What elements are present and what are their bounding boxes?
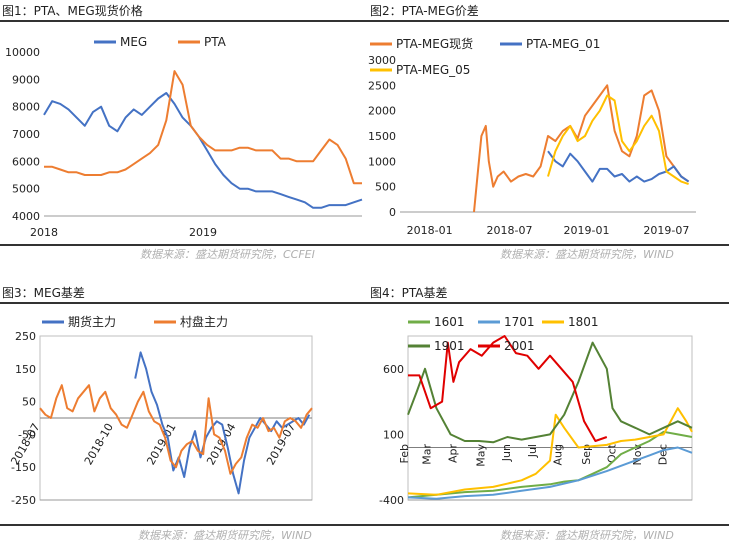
y-tick-label: 7000 [12,128,40,141]
panel-3-title: 图3：MEG基差 [2,286,85,300]
y-tick-label: 5000 [12,183,40,196]
y-tick-label: 10000 [5,46,40,59]
panel-1-title: 图1：PTA、MEG现货价格 [2,4,143,18]
y-tick-label: 100 [383,428,404,441]
panel-2-source: 数据来源：盛达期货研究院，WIND [500,248,674,261]
series-line [407,407,693,496]
panel-1-rule [0,20,366,22]
legend-label: 2001 [504,339,535,353]
x-tick-label: 2019 [189,226,217,239]
series-line [473,84,690,213]
x-tick-label: Feb [398,444,411,463]
panel-1-source: 数据来源：盛达期货研究院，CCFEI [140,248,315,261]
y-tick-label: 3000 [368,54,396,67]
y-tick-label: 2500 [368,79,396,92]
legend-label: 1901 [434,339,465,353]
legend-label: MEG [120,35,147,49]
series-line [44,70,362,185]
chart-1: 10000 9000 8000 7000 6000 5000 4000 2018 2019 MEG… [5,35,363,239]
panel-2-rule [366,20,729,22]
x-tick-label: 2018-01 [407,224,453,237]
y-tick-label: 1000 [368,155,396,168]
y-tick-label: 4000 [12,210,40,223]
series-line [547,94,689,186]
y-tick-label: -250 [11,494,36,507]
y-tick-label: 500 [375,181,396,194]
panel-3-source: 数据来源：盛达期货研究院，WIND [138,529,312,542]
x-tick-label: 2019-07 [643,224,689,237]
x-tick-label: 2019-01 [563,224,609,237]
y-tick-label: 9000 [12,73,40,86]
series-line [407,446,693,500]
x-tick-label: Jun [500,444,513,462]
y-tick-label: 150 [15,363,36,376]
chart-2: 3000 2500 2000 1500 1000 500 0 2018-01 2018-07 20… [368,36,696,237]
legend-label: 村盘主力 [180,314,228,329]
x-tick-label: 2018-10 [82,421,116,467]
x-tick-label: 2018 [30,226,58,239]
panel-2-bottom-rule [366,244,729,246]
panel-4-title: 图4：PTA基差 [370,286,448,300]
legend-label: PTA-MEG现货 [396,36,473,51]
legend-label: PTA [204,35,227,49]
x-tick-label: Oct [605,443,618,463]
y-tick-label: 1500 [368,130,396,143]
series-line [547,150,690,183]
legend-label: 1801 [568,315,599,329]
y-tick-label: -150 [11,461,36,474]
x-tick-label: Apr [446,444,459,464]
x-tick-label: Dec [656,444,669,465]
panel-3-rule [0,302,366,304]
y-tick-label: 600 [383,363,404,376]
series-line [43,92,363,209]
y-tick-label: 50 [22,396,36,409]
panel-4-rule [366,302,729,304]
panel-4-source: 数据来源：盛达期货研究院，WIND [500,529,674,542]
series-line [134,351,311,495]
legend-label: 1701 [504,315,535,329]
y-tick-label: -400 [379,494,404,507]
series-line [39,384,313,475]
legend-label: PTA-MEG_01 [526,37,600,51]
y-tick-label: -50 [18,428,36,441]
y-tick-label: 6000 [12,155,40,168]
panel-2-title: 图2：PTA-MEG价差 [370,4,479,18]
legend-label: PTA-MEG_05 [396,63,470,77]
panel-1-bottom-rule [0,244,366,246]
legend-label: 期货主力 [68,314,116,329]
x-tick-label: Mar [421,444,434,465]
x-tick-label: Aug [551,444,564,465]
legend-label: 1601 [434,315,465,329]
x-tick-label: 2018-07 [487,224,533,237]
y-tick-label: 250 [15,330,36,343]
y-tick-label: 0 [389,206,396,219]
y-tick-label: 8000 [12,101,40,114]
x-tick-label: Jul [526,444,539,458]
x-tick-label: Sep [580,444,593,465]
panel-3-bottom-rule [0,524,366,526]
x-tick-label: May [475,444,488,467]
series-line [408,335,608,442]
series-line [407,341,693,444]
panel-4-bottom-rule [366,524,729,526]
y-tick-label: 2000 [368,105,396,118]
